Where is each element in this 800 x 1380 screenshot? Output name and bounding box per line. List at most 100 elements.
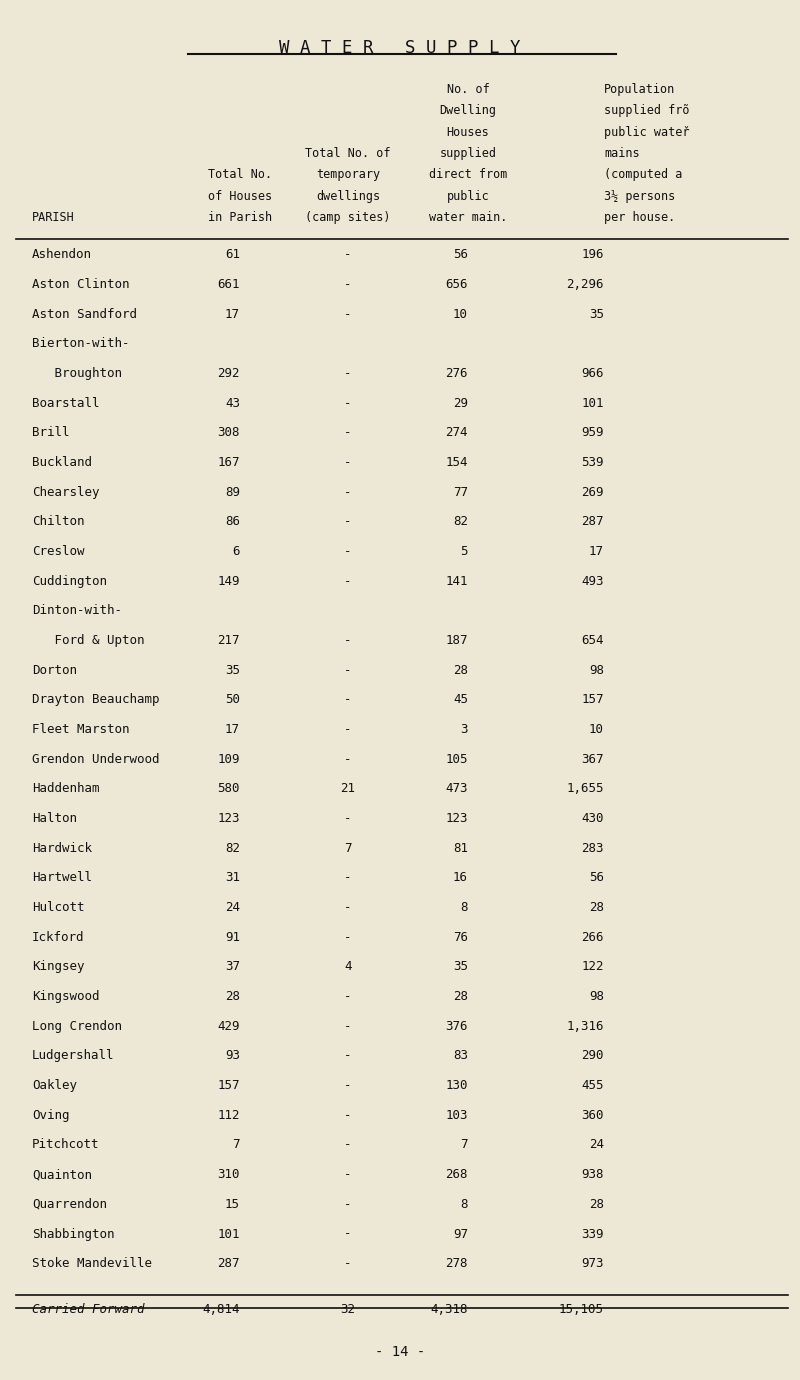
Text: -: - <box>344 248 352 261</box>
Text: temporary: temporary <box>316 168 380 181</box>
Text: PARISH: PARISH <box>32 211 74 224</box>
Text: 966: 966 <box>582 367 604 380</box>
Text: of Houses: of Houses <box>208 189 272 203</box>
Text: public: public <box>446 189 490 203</box>
Text: 276: 276 <box>446 367 468 380</box>
Text: -: - <box>344 1198 352 1210</box>
Text: -: - <box>344 664 352 676</box>
Text: 656: 656 <box>446 277 468 291</box>
Text: 7: 7 <box>461 1138 468 1151</box>
Text: Ford & Upton: Ford & Upton <box>32 635 145 647</box>
Text: 8: 8 <box>461 1198 468 1210</box>
Text: Fleet Marston: Fleet Marston <box>32 723 130 736</box>
Text: 217: 217 <box>218 635 240 647</box>
Text: Bierton-with-: Bierton-with- <box>32 338 130 351</box>
Text: 429: 429 <box>218 1020 240 1032</box>
Text: 17: 17 <box>225 308 240 320</box>
Text: 29: 29 <box>453 397 468 410</box>
Text: 82: 82 <box>225 842 240 854</box>
Text: 4,318: 4,318 <box>430 1303 468 1315</box>
Text: 157: 157 <box>582 693 604 707</box>
Text: 93: 93 <box>225 1049 240 1063</box>
Text: 28: 28 <box>453 664 468 676</box>
Text: -: - <box>344 1049 352 1063</box>
Text: 50: 50 <box>225 693 240 707</box>
Text: Chearsley: Chearsley <box>32 486 99 498</box>
Text: -: - <box>344 753 352 766</box>
Text: 278: 278 <box>446 1257 468 1270</box>
Text: Shabbington: Shabbington <box>32 1228 114 1241</box>
Text: 112: 112 <box>218 1110 240 1122</box>
Text: 130: 130 <box>446 1079 468 1092</box>
Text: 28: 28 <box>225 991 240 1003</box>
Text: 43: 43 <box>225 397 240 410</box>
Text: W A T E R   S U P P L Y: W A T E R S U P P L Y <box>279 39 521 57</box>
Text: 360: 360 <box>582 1110 604 1122</box>
Text: 81: 81 <box>453 842 468 854</box>
Text: 35: 35 <box>225 664 240 676</box>
Text: No. of: No. of <box>446 83 490 95</box>
Text: Total No. of: Total No. of <box>306 148 390 160</box>
Text: Drayton Beauchamp: Drayton Beauchamp <box>32 693 159 707</box>
Text: 539: 539 <box>582 455 604 469</box>
Text: 157: 157 <box>218 1079 240 1092</box>
Text: 493: 493 <box>582 575 604 588</box>
Text: Grendon Underwood: Grendon Underwood <box>32 753 159 766</box>
Text: 17: 17 <box>225 723 240 736</box>
Text: supplied frõ: supplied frõ <box>604 105 690 117</box>
Text: Creslow: Creslow <box>32 545 85 558</box>
Text: 15: 15 <box>225 1198 240 1210</box>
Text: 77: 77 <box>453 486 468 498</box>
Text: Oving: Oving <box>32 1110 70 1122</box>
Text: Hardwick: Hardwick <box>32 842 92 854</box>
Text: -: - <box>344 991 352 1003</box>
Text: 86: 86 <box>225 516 240 529</box>
Text: Kingsey: Kingsey <box>32 960 85 973</box>
Text: 98: 98 <box>589 664 604 676</box>
Text: Aston Sandford: Aston Sandford <box>32 308 137 320</box>
Text: Stoke Mandeville: Stoke Mandeville <box>32 1257 152 1270</box>
Text: -: - <box>344 575 352 588</box>
Text: 28: 28 <box>589 1198 604 1210</box>
Text: water main.: water main. <box>429 211 507 224</box>
Text: 938: 938 <box>582 1167 604 1181</box>
Text: 187: 187 <box>446 635 468 647</box>
Text: 83: 83 <box>453 1049 468 1063</box>
Text: 7: 7 <box>344 842 352 854</box>
Text: Buckland: Buckland <box>32 455 92 469</box>
Text: Dwelling: Dwelling <box>439 105 497 117</box>
Text: Brill: Brill <box>32 426 70 439</box>
Text: public wateř: public wateř <box>604 126 690 138</box>
Text: 101: 101 <box>218 1228 240 1241</box>
Text: 367: 367 <box>582 753 604 766</box>
Text: 15,105: 15,105 <box>559 1303 604 1315</box>
Text: 959: 959 <box>582 426 604 439</box>
Text: Kingswood: Kingswood <box>32 991 99 1003</box>
Text: -: - <box>344 872 352 885</box>
Text: Ashendon: Ashendon <box>32 248 92 261</box>
Text: 376: 376 <box>446 1020 468 1032</box>
Text: Ickford: Ickford <box>32 930 85 944</box>
Text: -: - <box>344 930 352 944</box>
Text: 1,655: 1,655 <box>566 782 604 795</box>
Text: -: - <box>344 455 352 469</box>
Text: 45: 45 <box>453 693 468 707</box>
Text: -: - <box>344 1167 352 1181</box>
Text: dwellings: dwellings <box>316 189 380 203</box>
Text: Dorton: Dorton <box>32 664 77 676</box>
Text: 268: 268 <box>446 1167 468 1181</box>
Text: -: - <box>344 693 352 707</box>
Text: Boarstall: Boarstall <box>32 397 99 410</box>
Text: -: - <box>344 277 352 291</box>
Text: 61: 61 <box>225 248 240 261</box>
Text: - 14 -: - 14 - <box>375 1346 425 1359</box>
Text: 37: 37 <box>225 960 240 973</box>
Text: 283: 283 <box>582 842 604 854</box>
Text: -: - <box>344 1257 352 1270</box>
Text: 21: 21 <box>341 782 355 795</box>
Text: 5: 5 <box>461 545 468 558</box>
Text: Ludgershall: Ludgershall <box>32 1049 114 1063</box>
Text: 109: 109 <box>218 753 240 766</box>
Text: 17: 17 <box>589 545 604 558</box>
Text: -: - <box>344 1228 352 1241</box>
